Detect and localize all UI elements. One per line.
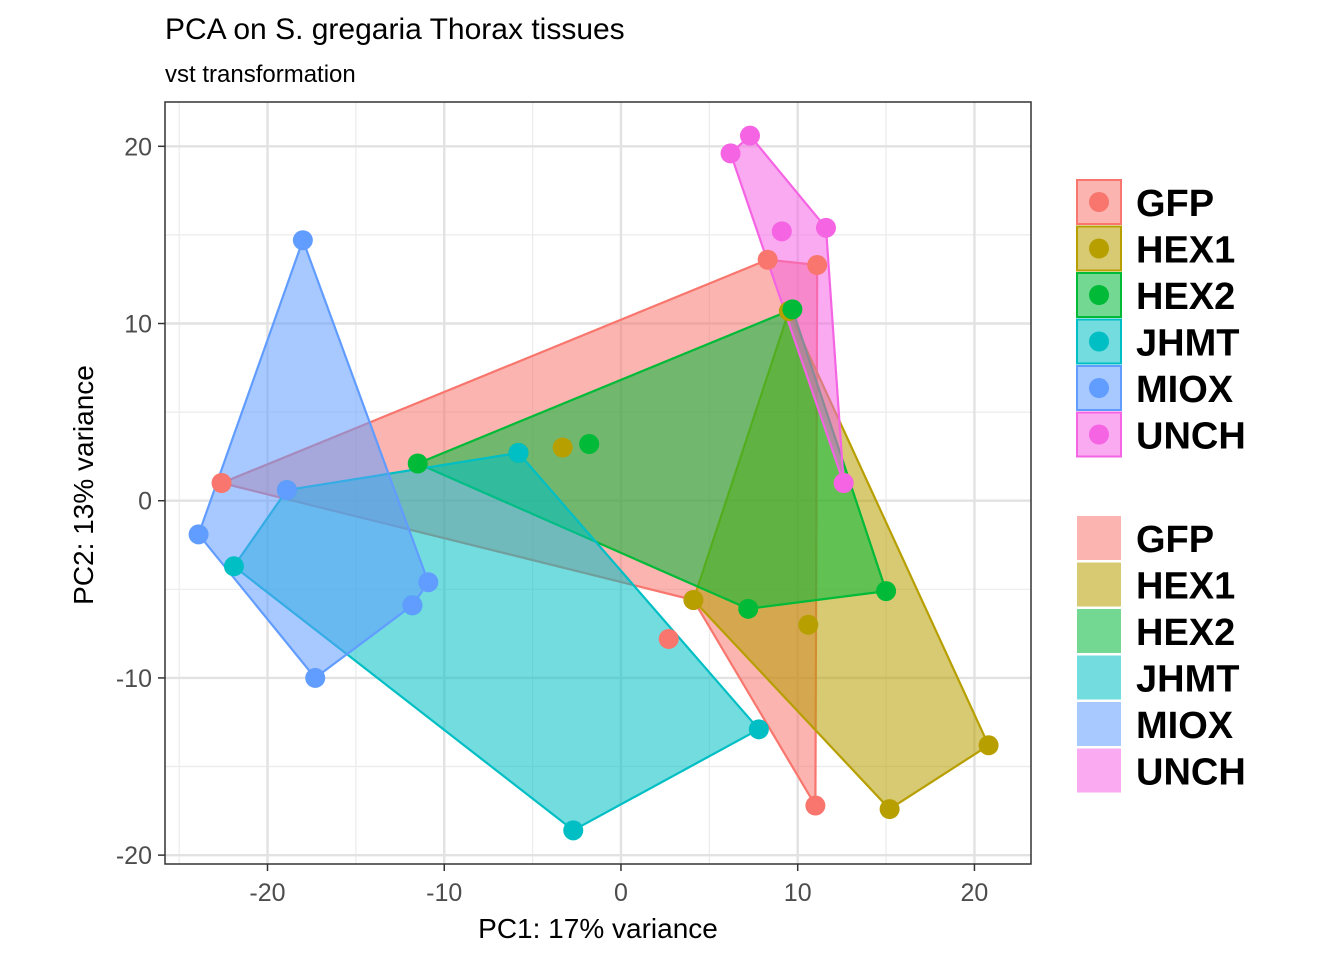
x-tick-label: -10 — [426, 879, 462, 907]
legend-key-fill-hex2 — [1077, 609, 1121, 653]
point-unch — [815, 217, 836, 238]
chart-title: PCA on S. gregaria Thorax tissues — [165, 13, 625, 46]
y-tick-label: -10 — [116, 665, 152, 693]
x-tick-label: 20 — [961, 879, 989, 907]
point-miox — [402, 595, 423, 616]
x-tick-label: 0 — [614, 879, 628, 907]
point-hex2 — [782, 299, 803, 320]
point-unch — [833, 473, 854, 493]
point-gfp — [658, 628, 679, 649]
point-unch — [739, 125, 760, 146]
legend-dot-miox — [1089, 378, 1109, 398]
legend-dot-unch — [1089, 424, 1109, 445]
point-gfp — [805, 795, 826, 816]
y-tick-label: 20 — [124, 133, 152, 161]
axes: -20 -10 0 10 20 -20 -10 0 10 20 — [116, 133, 988, 907]
legend-label-unch: UNCH — [1136, 416, 1246, 458]
point-hex2 — [579, 434, 600, 455]
legend-label-miox: MIOX — [1136, 369, 1234, 411]
legend-key-fill-gfp — [1077, 516, 1121, 560]
point-miox — [292, 230, 313, 251]
point-jhmt — [748, 719, 769, 740]
x-tick-label: -20 — [249, 879, 285, 907]
point-miox — [188, 524, 209, 545]
point-miox — [305, 667, 326, 688]
legend-key-fill-jhmt — [1077, 655, 1121, 700]
legend-key-fill-unch — [1077, 748, 1121, 793]
point-gfp — [757, 249, 778, 270]
legend-fill-label-hex2: HEX2 — [1136, 612, 1235, 654]
legend-key-point-gfp — [1076, 179, 1122, 225]
point-hex1 — [798, 614, 819, 635]
point-hex1 — [879, 799, 900, 820]
legend-dot-jhmt — [1089, 331, 1109, 352]
legend-key-fill-miox — [1077, 702, 1121, 746]
legend-key-point-hex2 — [1076, 272, 1122, 318]
y-tick-label: 10 — [124, 311, 152, 339]
point-hex1 — [978, 735, 999, 756]
point-jhmt — [508, 442, 529, 463]
y-tick-label: -20 — [116, 842, 152, 870]
legend-dot-gfp — [1089, 192, 1109, 212]
legend-key-fill-hex1 — [1077, 562, 1121, 607]
point-unch — [771, 221, 792, 242]
points — [188, 125, 999, 841]
legend-fill-label-hex1: HEX1 — [1136, 566, 1235, 608]
legend-label-hex1: HEX1 — [1136, 230, 1235, 272]
legend: GFPHEX1HEX2JHMTMIOXUNCHGFPHEX1HEX2JHMTMI… — [1076, 179, 1246, 794]
point-jhmt — [563, 820, 584, 841]
legend-fill-label-gfp: GFP — [1136, 519, 1214, 561]
y-axis-title: PC2: 13% variance — [68, 365, 99, 605]
point-jhmt — [223, 556, 244, 577]
legend-dot-hex2 — [1089, 285, 1109, 305]
legend-fill-label-miox: MIOX — [1136, 705, 1234, 747]
point-hex1 — [552, 437, 573, 458]
point-hex2 — [738, 598, 759, 619]
point-gfp — [211, 473, 232, 493]
legend-fill-label-jhmt: JHMT — [1136, 659, 1239, 701]
chart-subtitle: vst transformation — [165, 61, 356, 88]
point-hex1 — [683, 589, 704, 610]
legend-dot-hex1 — [1089, 238, 1109, 259]
panel-border — [164, 101, 1032, 865]
legend-fill-label-unch: UNCH — [1136, 752, 1246, 794]
x-tick-label: 10 — [784, 879, 812, 907]
point-hex2 — [876, 581, 897, 602]
y-tick-label: 0 — [138, 488, 152, 516]
x-axis-title: PC1: 17% variance — [478, 913, 718, 944]
legend-label-hex2: HEX2 — [1136, 276, 1235, 318]
point-unch — [720, 143, 741, 164]
hulls — [197, 134, 990, 832]
point-hex2 — [407, 453, 428, 474]
point-gfp — [807, 255, 828, 276]
point-miox — [418, 572, 439, 593]
legend-label-jhmt: JHMT — [1136, 323, 1239, 365]
legend-label-gfp: GFP — [1136, 183, 1214, 225]
point-miox — [276, 480, 297, 501]
